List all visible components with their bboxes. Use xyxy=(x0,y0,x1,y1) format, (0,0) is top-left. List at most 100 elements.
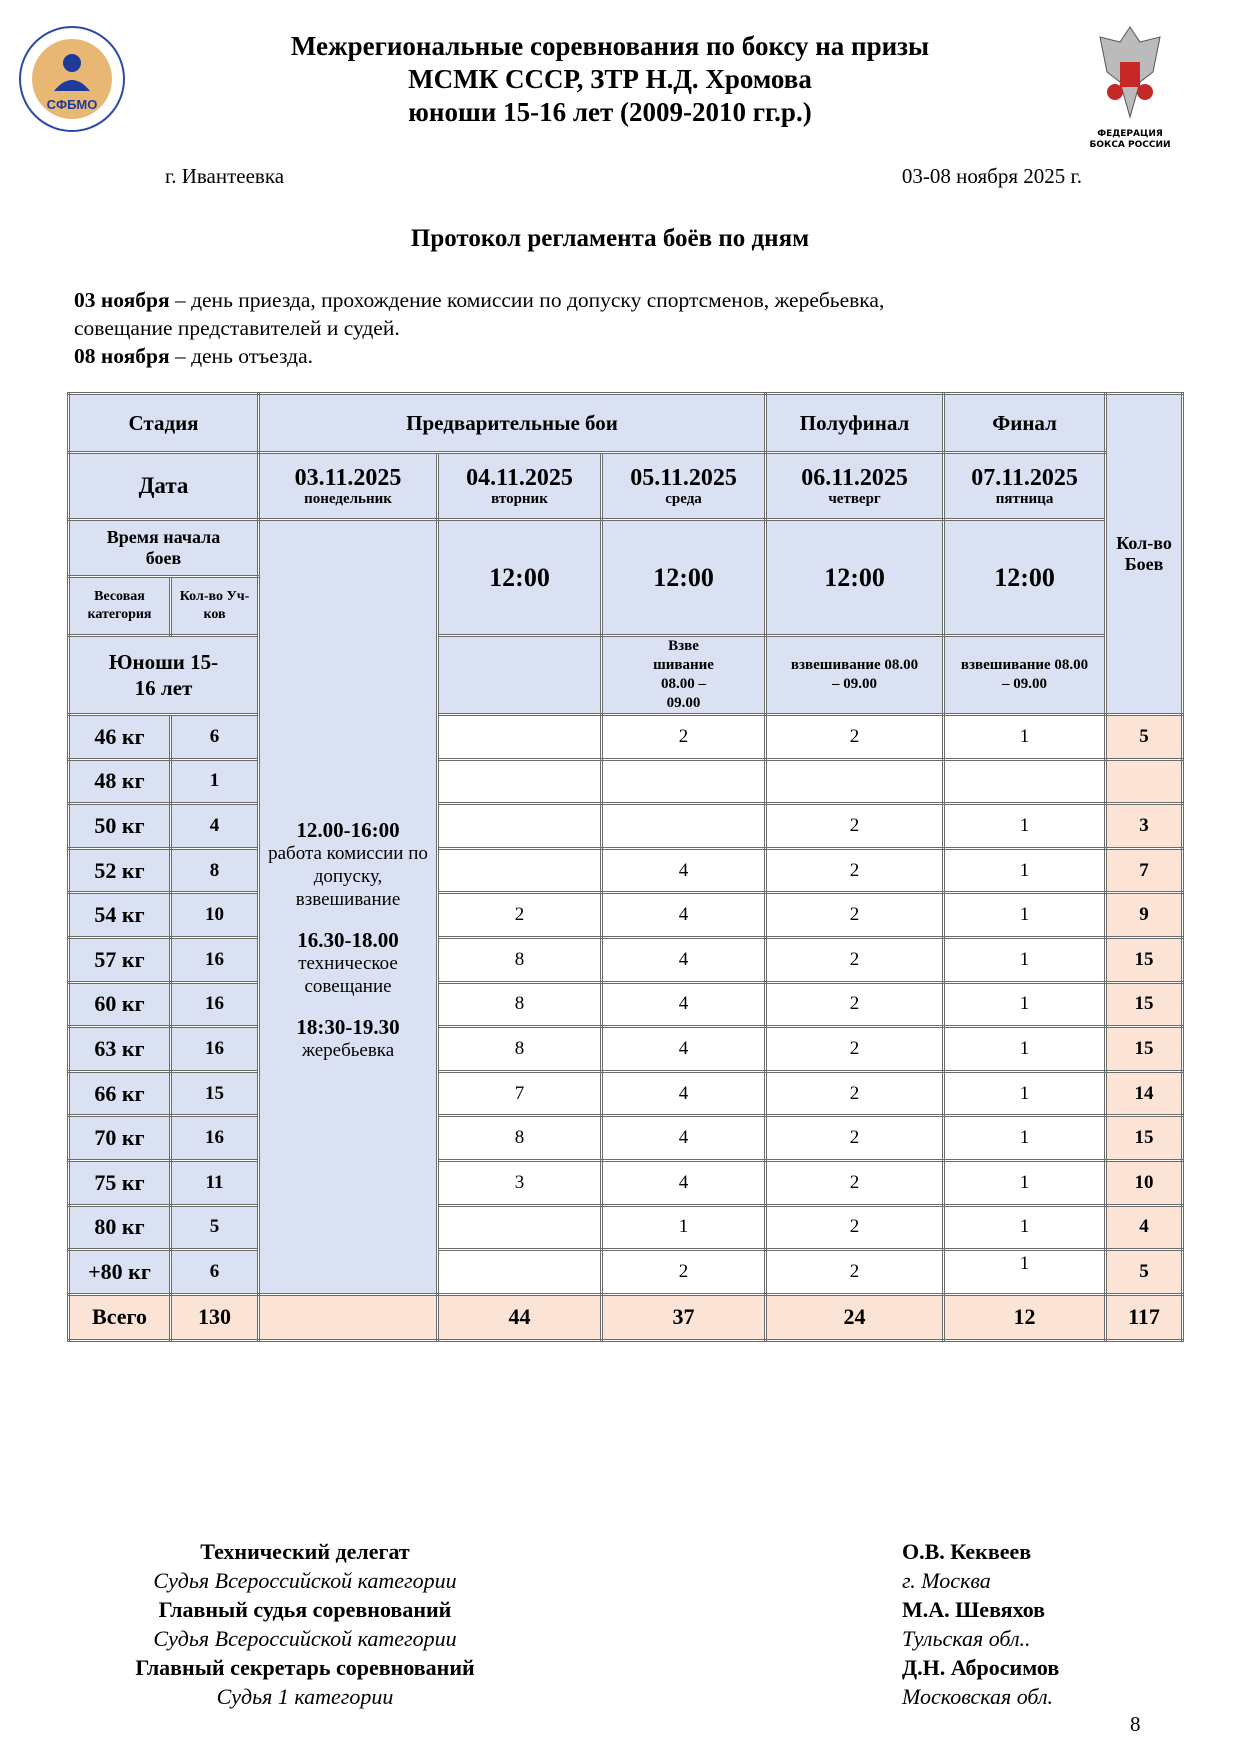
bouts-d4: 2 xyxy=(764,1025,946,1073)
bouts-total: 5 xyxy=(1104,1248,1185,1296)
bouts-d3: 4 xyxy=(600,1025,768,1073)
table-row: 80 кг 5 1 2 1 4 xyxy=(67,1203,1185,1252)
boxing-federation-russia-logo: ФЕДЕРАЦИЯ БОКСА РОССИИ xyxy=(1082,22,1178,150)
signature-line: Судья Всероссийской категории xyxy=(153,1568,457,1593)
bouts-d3: 4 xyxy=(600,1114,768,1162)
bouts-d4: 2 xyxy=(764,935,946,984)
weight-category: 60 кг xyxy=(67,980,172,1029)
bouts-d2: 8 xyxy=(436,935,604,984)
bouts-total: 3 xyxy=(1104,802,1185,850)
table-row: 75 кг 11 3 4 2 1 10 xyxy=(67,1158,1185,1207)
bouts-d2: 8 xyxy=(436,1114,604,1162)
table-row: 57 кг 16 8 4 2 1 15 xyxy=(67,935,1185,984)
date-label: Дата xyxy=(66,451,261,521)
bouts-d3 xyxy=(600,757,768,806)
day-weekday: понедельник xyxy=(304,490,392,507)
weigh-in-text: Взве шивание 08.00 – 09.00 xyxy=(653,638,714,712)
table-row: 52 кг 8 4 2 1 7 xyxy=(67,846,1185,895)
totals-day4: 24 xyxy=(764,1292,946,1342)
bouts-total: 10 xyxy=(1104,1158,1185,1207)
bouts-d4: 2 xyxy=(764,980,946,1029)
participants-count: 16 xyxy=(168,1025,261,1073)
weigh-in-cell xyxy=(436,634,604,716)
bouts-total: 14 xyxy=(1104,1069,1185,1118)
bouts-count-header: Кол-во Боев xyxy=(1104,392,1185,716)
weigh-in-cell: взвешивание 08.00 – 09.00 xyxy=(764,634,946,716)
group-label: Юноши 15-16 лет xyxy=(66,634,261,716)
day-header-4: 06.11.2025 четверг xyxy=(764,451,946,521)
participants-count: 16 xyxy=(168,1114,261,1162)
weight-category: 70 кг xyxy=(67,1114,172,1162)
bouts-d4: 2 xyxy=(764,1158,946,1207)
day-date: 05.11.2025 xyxy=(630,464,737,491)
bouts-d2: 8 xyxy=(436,1025,604,1073)
weight-category: 46 кг xyxy=(67,713,172,761)
table-row: 50 кг 4 2 1 3 xyxy=(67,802,1185,850)
bouts-total: 9 xyxy=(1104,891,1185,939)
start-time: 12:00 xyxy=(942,518,1108,637)
table-row: +80 кг 6 2 2 1 5 xyxy=(67,1248,1185,1296)
participants-count: 10 xyxy=(168,891,261,939)
participants-count: 5 xyxy=(168,1203,261,1252)
bouts-total: 5 xyxy=(1104,713,1185,761)
day-date: 07.11.2025 xyxy=(971,464,1078,491)
day-header-3: 05.11.2025 среда xyxy=(600,451,768,521)
weight-category: 52 кг xyxy=(67,846,172,895)
weigh-in-text: взвешивание 08.00 – 09.00 xyxy=(960,657,1089,692)
svg-text:СФБМО: СФБМО xyxy=(47,97,98,112)
table-row: 70 кг 16 8 4 2 1 15 xyxy=(67,1114,1185,1162)
weight-category: 54 кг xyxy=(67,891,172,939)
bouts-total: 15 xyxy=(1104,935,1185,984)
stage-semifinal: Полуфинал xyxy=(764,392,946,454)
signature-line: Тульская обл.. xyxy=(902,1626,1031,1651)
protocol-title: Протокол регламента боёв по дням xyxy=(410,225,810,252)
bouts-d4: 2 xyxy=(764,802,946,850)
sfbmo-logo: СФБМО xyxy=(18,25,126,133)
totals-day5: 12 xyxy=(942,1292,1108,1342)
bouts-d5: 1 xyxy=(942,1203,1108,1252)
bouts-d2: 8 xyxy=(436,980,604,1029)
bouts-d5 xyxy=(942,757,1108,806)
bouts-d4 xyxy=(764,757,946,806)
bouts-d3: 1 xyxy=(600,1203,768,1252)
city: г. Ивантеевка xyxy=(165,164,285,188)
signature-line: Технический делегат xyxy=(200,1539,410,1564)
event-dates: 03-08 ноября 2025 г. xyxy=(901,164,1082,188)
bouts-d5: 1 xyxy=(942,891,1108,939)
bouts-d4: 2 xyxy=(764,846,946,895)
bouts-d3: 4 xyxy=(600,980,768,1029)
signature-line: Судья Всероссийской категории xyxy=(153,1626,457,1651)
participants-count: 4 xyxy=(168,802,261,850)
bouts-d3: 4 xyxy=(600,1158,768,1207)
totals-day3: 37 xyxy=(600,1292,768,1342)
bouts-d2: 7 xyxy=(436,1069,604,1118)
bouts-d5: 1 xyxy=(942,1069,1108,1118)
bouts-d5: 1 xyxy=(942,935,1108,984)
bouts-d3: 4 xyxy=(600,1069,768,1118)
bouts-d2: 2 xyxy=(436,891,604,939)
bouts-total: 7 xyxy=(1104,846,1185,895)
participants-count: 16 xyxy=(168,935,261,984)
participants-count: 6 xyxy=(168,1248,261,1296)
bouts-total: 15 xyxy=(1104,1114,1185,1162)
day-weekday: вторник xyxy=(491,490,548,507)
bouts-d2 xyxy=(436,846,604,895)
start-time: 12:00 xyxy=(600,518,768,637)
page-title: Межрегиональные соревнования по боксу на… xyxy=(290,31,930,127)
start-time: 12:00 xyxy=(436,518,604,637)
weight-category: 75 кг xyxy=(67,1158,172,1207)
signature-line: г. Москва xyxy=(902,1568,991,1593)
bouts-d2 xyxy=(436,713,604,761)
day-weekday: пятница xyxy=(995,490,1054,507)
day-header-1: 03.11.2025 понедельник xyxy=(257,451,440,521)
weigh-in-text: взвешивание 08.00 – 09.00 xyxy=(790,657,919,692)
bouts-d4: 2 xyxy=(764,1248,946,1296)
weigh-in-cell: взвешивание 08.00 – 09.00 xyxy=(942,634,1108,716)
weight-category: 50 кг xyxy=(67,802,172,850)
totals-all: 117 xyxy=(1104,1292,1185,1342)
signature-line: Главный секретарь соревнований xyxy=(135,1655,475,1680)
day1-schedule: 12.00-16:00 работа комиссии по допуску, … xyxy=(257,518,440,1296)
bouts-d3: 4 xyxy=(600,935,768,984)
weight-category: 48 кг xyxy=(67,757,172,806)
totals-label: Всего xyxy=(67,1292,172,1342)
